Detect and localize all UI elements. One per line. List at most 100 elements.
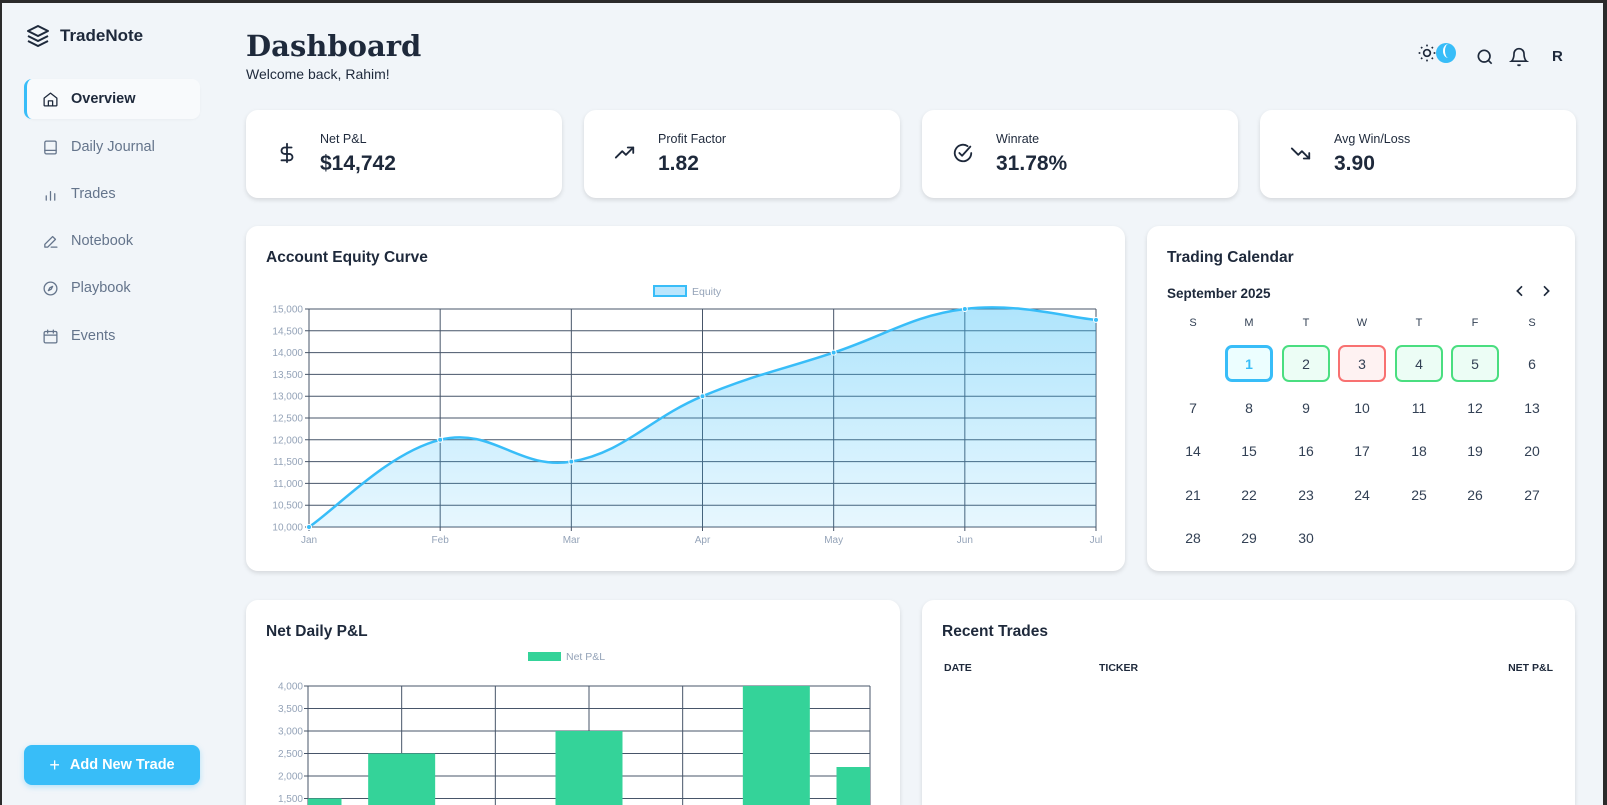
calendar-day-6[interactable]: 6 [1528, 355, 1536, 372]
calendar-day-1[interactable]: 1 [1225, 345, 1273, 382]
legend-label: Equity [692, 286, 722, 298]
x-tick-label: Jul [1090, 535, 1103, 546]
bar-chart-icon [45, 190, 56, 201]
sidebar-item-playbook[interactable]: Playbook [24, 268, 200, 308]
pnl-bar [836, 767, 870, 805]
bell-icon[interactable] [1509, 47, 1529, 67]
sidebar-item-label: Notebook [71, 233, 134, 249]
plus-icon: + [49, 754, 60, 775]
y-tick-label: 14,500 [272, 326, 303, 337]
pnl-bar [308, 798, 342, 805]
add-new-trade-button[interactable]: + Add New Trade [24, 745, 200, 785]
compass-icon [43, 280, 58, 296]
trending-up-icon [614, 146, 635, 159]
legend-swatch [528, 652, 561, 661]
calendar-day-18[interactable]: 18 [1411, 442, 1427, 459]
app-logo[interactable]: TradeNote [26, 24, 143, 48]
sidebar-item-daily-journal[interactable]: Daily Journal [24, 127, 200, 167]
calendar-day-20[interactable]: 20 [1524, 442, 1540, 459]
column-header-date[interactable]: DATE [944, 662, 972, 674]
sidebar-item-overview[interactable]: Overview [24, 79, 200, 119]
stat-value: 3.90 [1334, 152, 1375, 175]
moon-icon [1436, 43, 1456, 63]
calendar-day-10[interactable]: 10 [1354, 399, 1370, 416]
weekday-label: S [1528, 317, 1536, 329]
y-tick-label: 11,000 [273, 479, 303, 490]
equity-point [830, 349, 837, 356]
y-tick-label: 3,000 [278, 727, 303, 738]
calendar-month: September 2025 [1167, 286, 1271, 301]
pnl-bar [742, 686, 810, 805]
calendar-day-9[interactable]: 9 [1302, 399, 1310, 416]
calendar-day-27[interactable]: 27 [1524, 486, 1540, 503]
equity-curve-title: Account Equity Curve [266, 249, 428, 266]
calendar-day-11[interactable]: 11 [1411, 399, 1427, 416]
stat-card-net-p-l: Net P&L $14,742 [246, 110, 562, 198]
equity-area [309, 307, 1096, 527]
page-subtitle: Welcome back, Rahim! [246, 66, 390, 82]
y-tick-label: 2,500 [278, 749, 303, 760]
trading-calendar-card: Trading Calendar September 2025 S M T W T F S 1… [1147, 226, 1575, 571]
net-daily-pnl-chart: 1,500 2,000 2,500 3,000 3,500 4,000 Net P&L [278, 651, 871, 805]
column-header-net-pnl[interactable]: NET P&L [1508, 662, 1553, 674]
search-icon[interactable] [1475, 47, 1495, 67]
home-icon [43, 91, 58, 107]
prev-month-button[interactable] [1512, 283, 1528, 299]
calendar-day-3[interactable]: 3 [1338, 345, 1386, 382]
stat-label: Net P&L [320, 132, 367, 146]
net-daily-pnl-card: Net Daily P&L 1,500 2,000 2,500 3,000 3,500 4… [246, 600, 900, 805]
calendar-day-29[interactable]: 29 [1241, 529, 1257, 546]
calendar-day-8[interactable]: 8 [1245, 399, 1253, 416]
equity-point [1093, 316, 1099, 323]
y-tick-label: 15,000 [272, 305, 303, 316]
sidebar-item-trades[interactable]: Trades [24, 174, 200, 214]
dollar-icon [280, 142, 294, 164]
calendar-day-16[interactable]: 16 [1298, 442, 1314, 459]
y-tick-label: 10,000 [272, 523, 303, 534]
calendar-day-19[interactable]: 19 [1467, 442, 1483, 459]
theme-toggle[interactable] [1417, 43, 1456, 63]
y-tick-label: 14,000 [272, 348, 303, 359]
sidebar-item-label: Events [71, 328, 116, 344]
column-header-ticker[interactable]: TICKER [1099, 662, 1139, 674]
calendar-day-12[interactable]: 12 [1467, 399, 1483, 416]
x-tick-label: Jan [301, 535, 317, 546]
calendar-day-4[interactable]: 4 [1395, 345, 1443, 382]
y-tick-label: 12,500 [272, 414, 303, 425]
recent-trades-card: Recent Trades DATE TICKER NET P&L [922, 600, 1575, 805]
calendar-day-5[interactable]: 5 [1451, 345, 1499, 382]
sidebar-item-events[interactable]: Events [24, 316, 200, 356]
calendar-day-2[interactable]: 2 [1282, 345, 1330, 382]
pen-icon [44, 235, 58, 248]
sidebar-item-notebook[interactable]: Notebook [24, 221, 200, 261]
sidebar-item-label: Trades [71, 186, 116, 202]
sidebar-item-label: Overview [71, 91, 136, 107]
trending-down-icon [1290, 147, 1311, 160]
stat-card-avg-win-loss: Avg Win/Loss 3.90 [1260, 110, 1576, 198]
calendar-day-22[interactable]: 22 [1241, 486, 1257, 503]
calendar-day-21[interactable]: 21 [1185, 486, 1201, 503]
calendar-day-14[interactable]: 14 [1185, 442, 1201, 459]
calendar-day-24[interactable]: 24 [1354, 486, 1370, 503]
weekday-label: M [1244, 317, 1254, 329]
calendar-day-13[interactable]: 13 [1524, 399, 1540, 416]
calendar-day-7[interactable]: 7 [1189, 399, 1197, 416]
calendar-day-28[interactable]: 28 [1185, 529, 1201, 546]
weekday-label: S [1189, 317, 1197, 329]
calendar-day-25[interactable]: 25 [1411, 486, 1427, 503]
y-tick-label: 13,000 [272, 392, 303, 403]
x-tick-label: Apr [695, 535, 711, 546]
calendar-day-15[interactable]: 15 [1241, 442, 1257, 459]
add-new-trade-label: Add New Trade [69, 757, 175, 773]
stat-value: 1.82 [658, 152, 699, 175]
next-month-button[interactable] [1538, 283, 1554, 299]
calendar-day-23[interactable]: 23 [1298, 486, 1314, 503]
calendar-day-26[interactable]: 26 [1467, 486, 1483, 503]
user-avatar[interactable]: R [1552, 48, 1563, 65]
calendar-day-17[interactable]: 17 [1354, 442, 1370, 459]
y-tick-label: 4,000 [278, 682, 303, 693]
y-tick-label: 13,500 [272, 370, 303, 381]
layers-icon [27, 25, 49, 47]
legend-label: Net P&L [566, 651, 605, 663]
calendar-day-30[interactable]: 30 [1298, 529, 1314, 546]
